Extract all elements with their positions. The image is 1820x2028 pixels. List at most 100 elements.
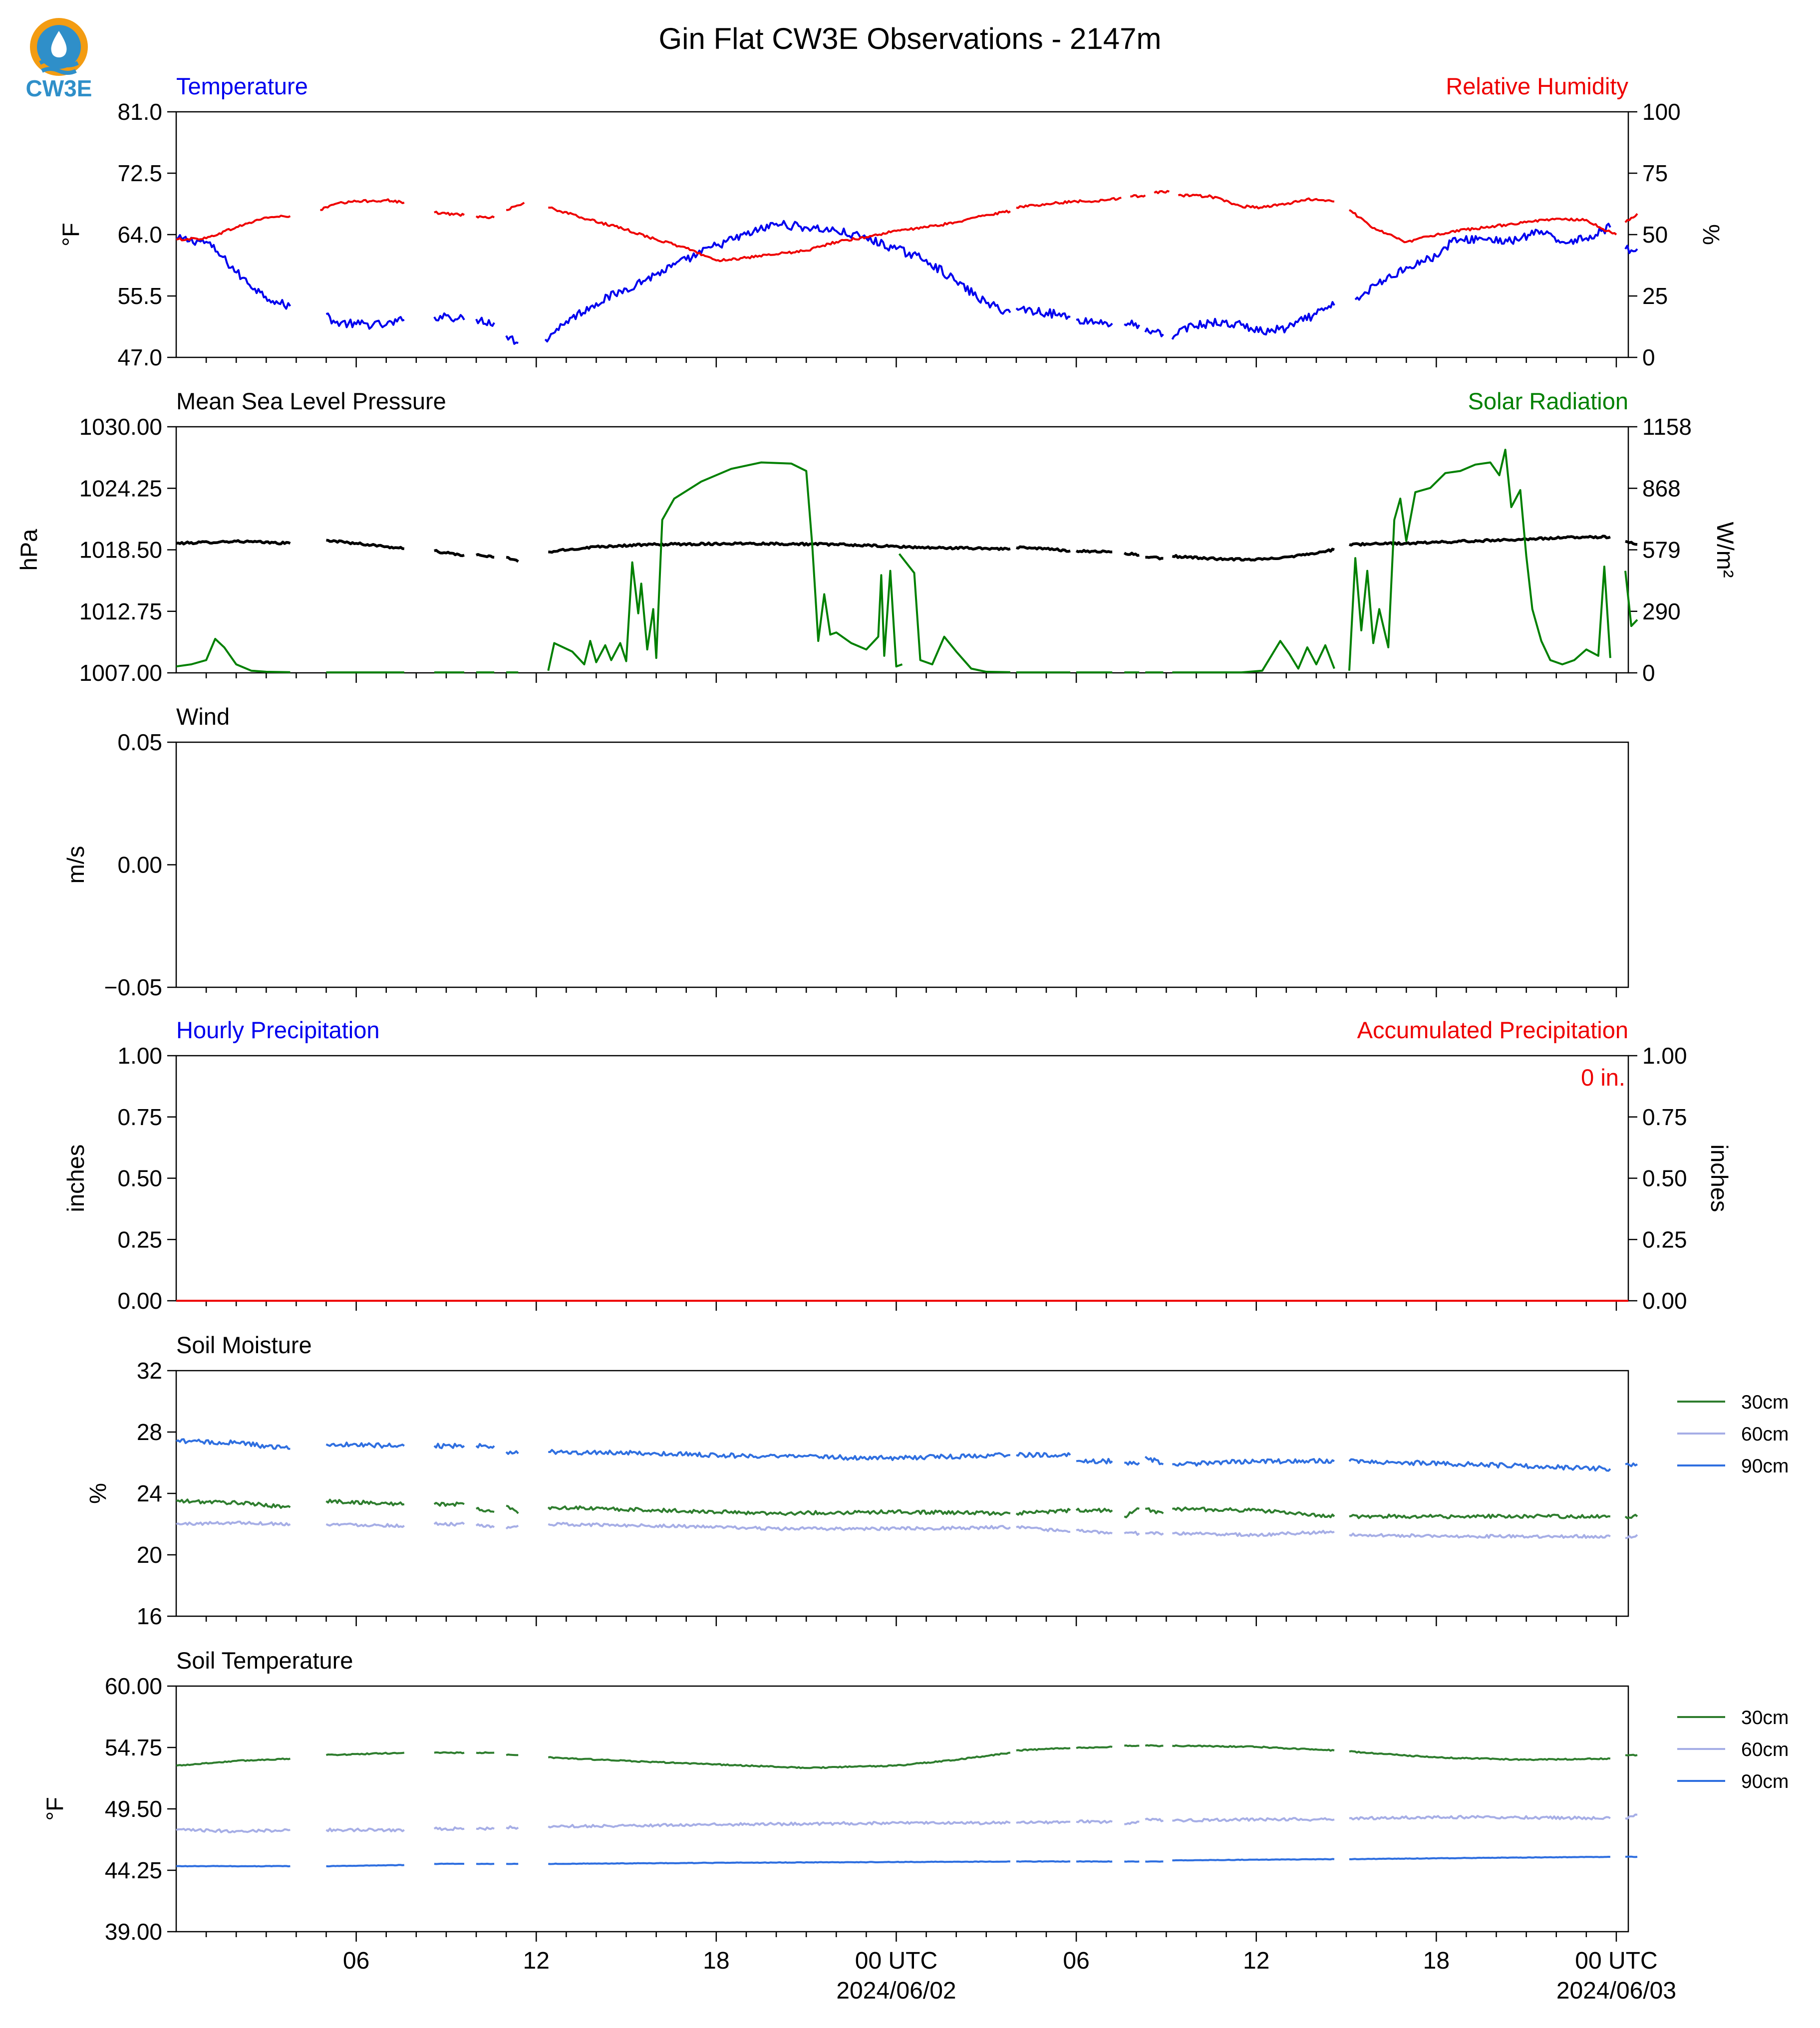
- series-line: [176, 1520, 291, 1526]
- series-line: [176, 1828, 291, 1833]
- series-line: [1172, 640, 1335, 674]
- series-line: [1124, 319, 1141, 329]
- series-line: [1625, 1462, 1638, 1467]
- legend-label: 30cm: [1741, 1392, 1789, 1413]
- series-line: [506, 1753, 519, 1756]
- x-tick-label: 18: [703, 1948, 729, 1974]
- panel-left-title: Mean Sea Level Pressure: [176, 388, 446, 414]
- series-line: [1145, 1860, 1164, 1863]
- series-line: [1076, 317, 1113, 327]
- y-tick-label: 1.00: [117, 1043, 162, 1069]
- series-line: [506, 1825, 519, 1830]
- series-line: [1172, 548, 1335, 562]
- series-line: [1123, 552, 1140, 557]
- series-line: [325, 1442, 405, 1449]
- series-line: [1624, 571, 1638, 627]
- series-line: [1124, 1744, 1140, 1747]
- series-line: [325, 1827, 405, 1832]
- series-line: [548, 1449, 1010, 1461]
- y-axis-label: inches: [62, 1145, 89, 1212]
- series-line: [434, 211, 465, 217]
- series-line: [506, 202, 525, 211]
- series-line: [176, 215, 291, 242]
- panel-left-title: Wind: [176, 703, 230, 730]
- x-tick-label: 06: [343, 1948, 369, 1974]
- series-line: [176, 1438, 291, 1450]
- series-line: [1145, 1531, 1164, 1536]
- y-tick-label: 32: [137, 1358, 162, 1384]
- y-tick-label: 60.00: [105, 1673, 162, 1699]
- series-line: [1624, 1513, 1638, 1519]
- series-line: [1124, 1530, 1140, 1536]
- y-tick-label: 0.50: [117, 1165, 162, 1191]
- series-line: [1076, 1528, 1113, 1535]
- y-axis-right-label: W/m²: [1712, 522, 1739, 578]
- y-right-tick-label: 0.00: [1642, 1288, 1687, 1314]
- series-line: [433, 1501, 465, 1507]
- series-line: [325, 312, 405, 330]
- panel-left-title: Soil Temperature: [176, 1647, 353, 1674]
- y-tick-label: 0.00: [117, 1288, 162, 1314]
- y-right-tick-label: 868: [1642, 475, 1681, 501]
- series-line: [1075, 1507, 1113, 1513]
- series-line: [1124, 1460, 1140, 1466]
- series-line: [325, 1522, 405, 1528]
- series-line: [1349, 1814, 1611, 1821]
- series-line: [1349, 1750, 1611, 1761]
- y-tick-label: 0.75: [117, 1104, 162, 1130]
- y-axis-right-label: inches: [1706, 1145, 1733, 1212]
- series-line: [325, 1751, 405, 1756]
- series-line: [548, 1751, 1011, 1769]
- y-tick-label: 49.50: [105, 1796, 162, 1822]
- x-tick-label: 00 UTC: [855, 1948, 937, 1974]
- y-axis-right-label: %: [1698, 224, 1725, 245]
- y-right-tick-label: 0.50: [1642, 1165, 1687, 1191]
- legend-label: 90cm: [1741, 1771, 1789, 1792]
- series-line: [1624, 213, 1638, 223]
- y-tick-label: 0.00: [117, 852, 162, 878]
- series-line: [1145, 1744, 1164, 1747]
- y-tick-label: 1018.50: [79, 537, 162, 563]
- series-line: [433, 1521, 465, 1527]
- series-line: [433, 1443, 465, 1449]
- series-line: [1625, 1753, 1638, 1757]
- cw3e-logo: CW3E: [26, 18, 92, 101]
- y-tick-label: 0.05: [117, 729, 162, 755]
- y-tick-label: −0.05: [104, 974, 162, 1000]
- x-tick-label: 00 UTC: [1575, 1948, 1657, 1974]
- legend-label: 60cm: [1741, 1424, 1789, 1445]
- logo-text: CW3E: [26, 75, 92, 101]
- series-line: [176, 539, 291, 546]
- series-line: [547, 461, 903, 671]
- panel-left-title: Hourly Precipitation: [176, 1017, 380, 1043]
- x-date-label: 2024/06/02: [836, 1978, 956, 2004]
- series-line: [433, 1826, 465, 1831]
- series-line: [1130, 194, 1146, 198]
- series-line: [506, 556, 519, 563]
- y-tick-label: 16: [137, 1603, 162, 1629]
- series-line: [506, 1504, 519, 1514]
- series-line: [1349, 1532, 1611, 1539]
- series-line: [1172, 1744, 1335, 1752]
- series-line: [1348, 1458, 1611, 1472]
- panel-2: 0.05 0.00 −0.05 Wind m/s: [62, 703, 1629, 1000]
- y-tick-label: 1007.00: [79, 660, 162, 686]
- series-line: [475, 1443, 495, 1449]
- series-line: [475, 1523, 495, 1528]
- series-line: [1016, 1747, 1071, 1752]
- y-right-tick-label: 0: [1642, 344, 1655, 370]
- y-right-tick-label: 50: [1642, 222, 1668, 248]
- series-line: [548, 1820, 1011, 1829]
- series-line: [1349, 1856, 1610, 1860]
- y-tick-label: 1012.75: [79, 598, 162, 624]
- series-line: [1016, 1451, 1071, 1458]
- series-line: [1624, 245, 1638, 254]
- series-line: [1016, 545, 1071, 553]
- series-line: [1172, 1858, 1335, 1862]
- legend-label: 90cm: [1741, 1455, 1789, 1477]
- series-line: [326, 1864, 405, 1868]
- series-line: [1172, 1506, 1335, 1518]
- y-tick-label: 47.0: [117, 344, 162, 370]
- panel-1: 1030.00 1024.25 1018.50 1012.75 1007.00 1158 8…: [15, 388, 1739, 686]
- panel-right-title: Relative Humidity: [1446, 73, 1628, 99]
